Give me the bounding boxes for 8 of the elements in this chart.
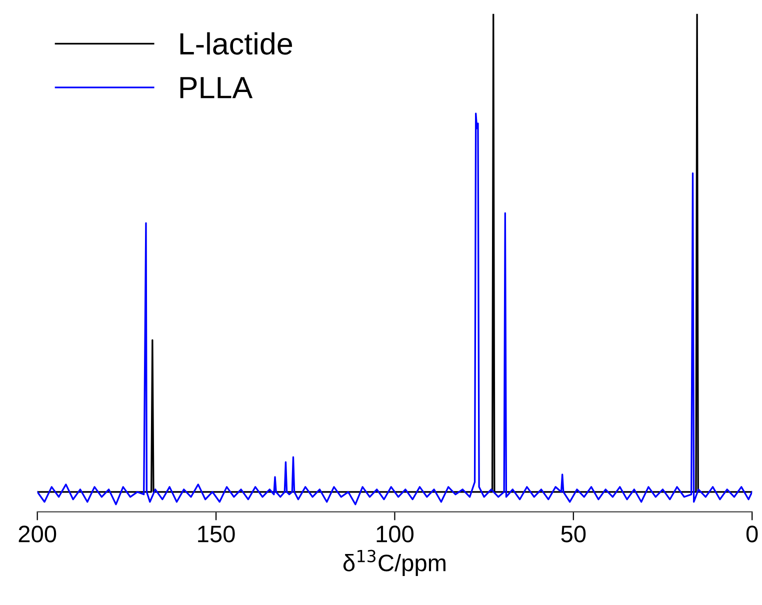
x-axis-title: δ$^{13}$C/ppm (343, 550, 446, 576)
legend-label: L-lactide (180, 32, 292, 55)
x-tick-label: 50 (561, 526, 586, 542)
x-tick-label: 200 (18, 526, 56, 542)
x-tick-label: 100 (376, 526, 414, 542)
x-tick-label: 0 (746, 526, 758, 542)
x-tick-label: 150 (198, 526, 235, 542)
legend-label: PLLA (180, 77, 253, 98)
